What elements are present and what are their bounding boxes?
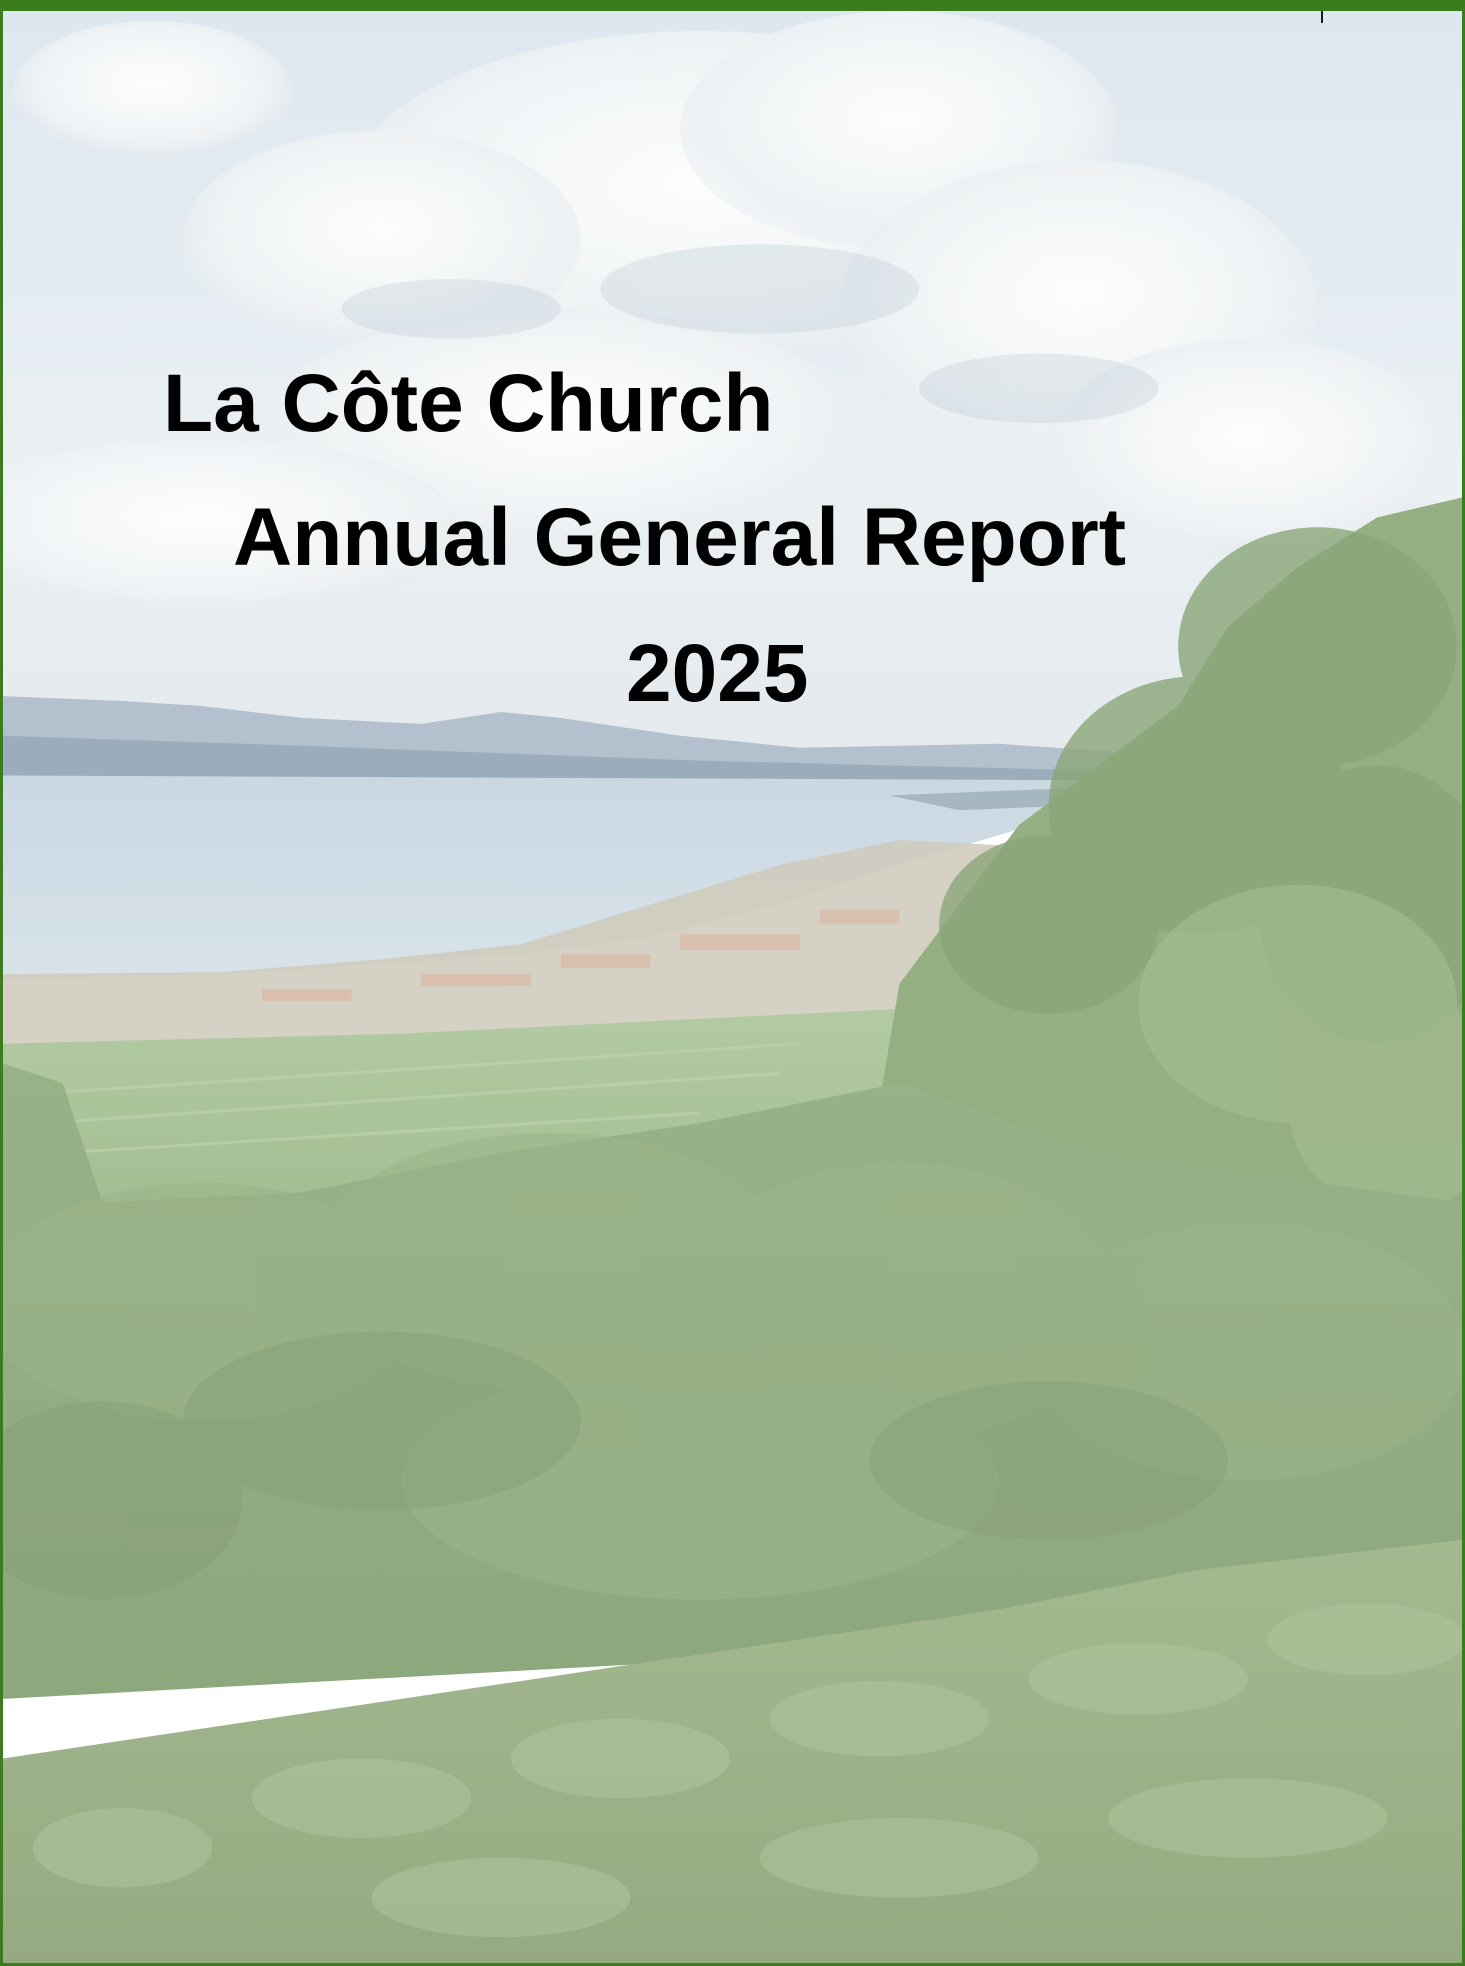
landscape-photo-icon (3, 11, 1462, 1963)
report-year: 2025 (626, 628, 809, 719)
church-name-title: La Côte Church (163, 358, 774, 449)
crop-mark (1321, 11, 1323, 23)
cover-landscape-photo (3, 11, 1462, 1963)
report-title: Annual General Report (233, 492, 1127, 583)
